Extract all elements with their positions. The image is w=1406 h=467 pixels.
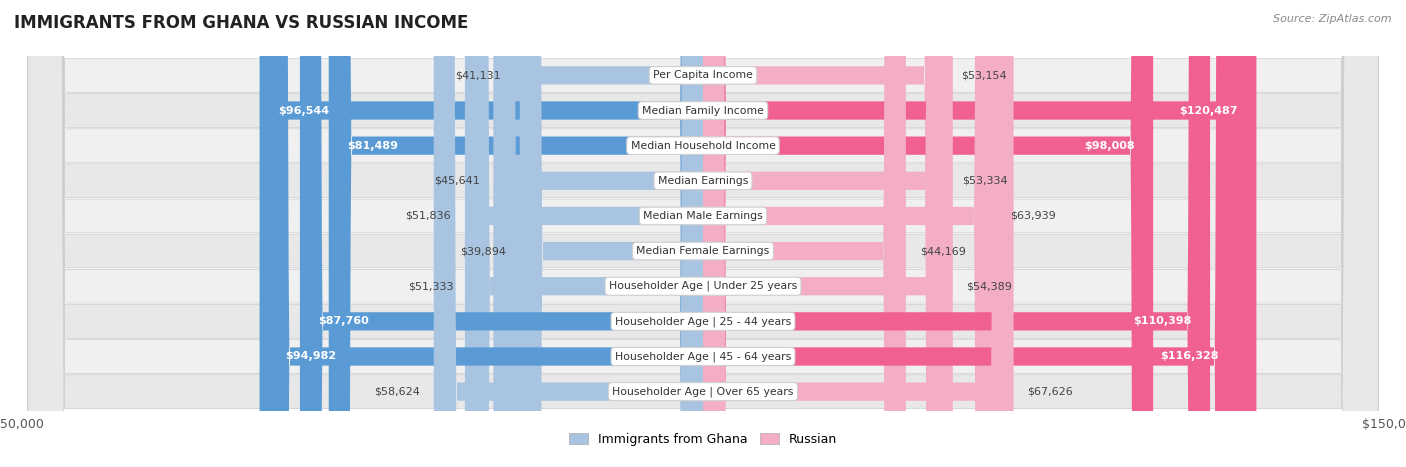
FancyBboxPatch shape bbox=[703, 0, 1237, 467]
Text: $53,154: $53,154 bbox=[960, 71, 1007, 80]
FancyBboxPatch shape bbox=[28, 0, 1378, 467]
Text: $41,131: $41,131 bbox=[454, 71, 501, 80]
Text: $44,169: $44,169 bbox=[920, 246, 966, 256]
Text: $51,836: $51,836 bbox=[405, 211, 451, 221]
FancyBboxPatch shape bbox=[515, 0, 703, 467]
FancyBboxPatch shape bbox=[28, 0, 1378, 467]
FancyBboxPatch shape bbox=[28, 0, 1378, 467]
FancyBboxPatch shape bbox=[467, 0, 703, 467]
Text: IMMIGRANTS FROM GHANA VS RUSSIAN INCOME: IMMIGRANTS FROM GHANA VS RUSSIAN INCOME bbox=[14, 14, 468, 32]
Legend: Immigrants from Ghana, Russian: Immigrants from Ghana, Russian bbox=[564, 428, 842, 451]
FancyBboxPatch shape bbox=[28, 0, 1378, 467]
Text: Source: ZipAtlas.com: Source: ZipAtlas.com bbox=[1274, 14, 1392, 24]
Text: Householder Age | Under 25 years: Householder Age | Under 25 years bbox=[609, 281, 797, 291]
FancyBboxPatch shape bbox=[329, 0, 703, 467]
Text: Householder Age | Over 65 years: Householder Age | Over 65 years bbox=[612, 386, 794, 397]
Text: $116,328: $116,328 bbox=[1160, 352, 1219, 361]
Text: $110,398: $110,398 bbox=[1133, 316, 1192, 326]
FancyBboxPatch shape bbox=[520, 0, 703, 467]
FancyBboxPatch shape bbox=[703, 0, 905, 467]
FancyBboxPatch shape bbox=[703, 0, 948, 467]
Text: $45,641: $45,641 bbox=[434, 176, 479, 186]
FancyBboxPatch shape bbox=[703, 0, 948, 467]
FancyBboxPatch shape bbox=[28, 0, 1378, 467]
Text: $96,544: $96,544 bbox=[278, 106, 329, 115]
FancyBboxPatch shape bbox=[703, 0, 1014, 467]
Text: $81,489: $81,489 bbox=[347, 141, 398, 151]
Text: Median Earnings: Median Earnings bbox=[658, 176, 748, 186]
FancyBboxPatch shape bbox=[267, 0, 703, 467]
Text: Median Male Earnings: Median Male Earnings bbox=[643, 211, 763, 221]
Text: Median Household Income: Median Household Income bbox=[630, 141, 776, 151]
Text: $51,333: $51,333 bbox=[408, 281, 454, 291]
Text: $63,939: $63,939 bbox=[1011, 211, 1056, 221]
Text: $98,008: $98,008 bbox=[1084, 141, 1135, 151]
Text: $54,389: $54,389 bbox=[966, 281, 1012, 291]
Text: Per Capita Income: Per Capita Income bbox=[652, 71, 754, 80]
Text: $39,894: $39,894 bbox=[460, 246, 506, 256]
FancyBboxPatch shape bbox=[703, 0, 1257, 467]
FancyBboxPatch shape bbox=[260, 0, 703, 467]
FancyBboxPatch shape bbox=[703, 0, 953, 467]
FancyBboxPatch shape bbox=[28, 0, 1378, 467]
Text: $120,487: $120,487 bbox=[1180, 106, 1239, 115]
FancyBboxPatch shape bbox=[465, 0, 703, 467]
FancyBboxPatch shape bbox=[433, 0, 703, 467]
Text: Householder Age | 45 - 64 years: Householder Age | 45 - 64 years bbox=[614, 351, 792, 362]
Text: Householder Age | 25 - 44 years: Householder Age | 25 - 44 years bbox=[614, 316, 792, 326]
FancyBboxPatch shape bbox=[299, 0, 703, 467]
Text: Median Family Income: Median Family Income bbox=[643, 106, 763, 115]
Text: $58,624: $58,624 bbox=[374, 387, 420, 396]
FancyBboxPatch shape bbox=[28, 0, 1378, 467]
Text: $67,626: $67,626 bbox=[1028, 387, 1073, 396]
FancyBboxPatch shape bbox=[28, 0, 1378, 467]
FancyBboxPatch shape bbox=[703, 0, 1211, 467]
FancyBboxPatch shape bbox=[494, 0, 703, 467]
Text: $53,334: $53,334 bbox=[962, 176, 1007, 186]
FancyBboxPatch shape bbox=[703, 0, 997, 467]
Text: $87,760: $87,760 bbox=[318, 316, 368, 326]
FancyBboxPatch shape bbox=[28, 0, 1378, 467]
FancyBboxPatch shape bbox=[28, 0, 1378, 467]
FancyBboxPatch shape bbox=[703, 0, 1153, 467]
Text: Median Female Earnings: Median Female Earnings bbox=[637, 246, 769, 256]
Text: $94,982: $94,982 bbox=[285, 352, 336, 361]
